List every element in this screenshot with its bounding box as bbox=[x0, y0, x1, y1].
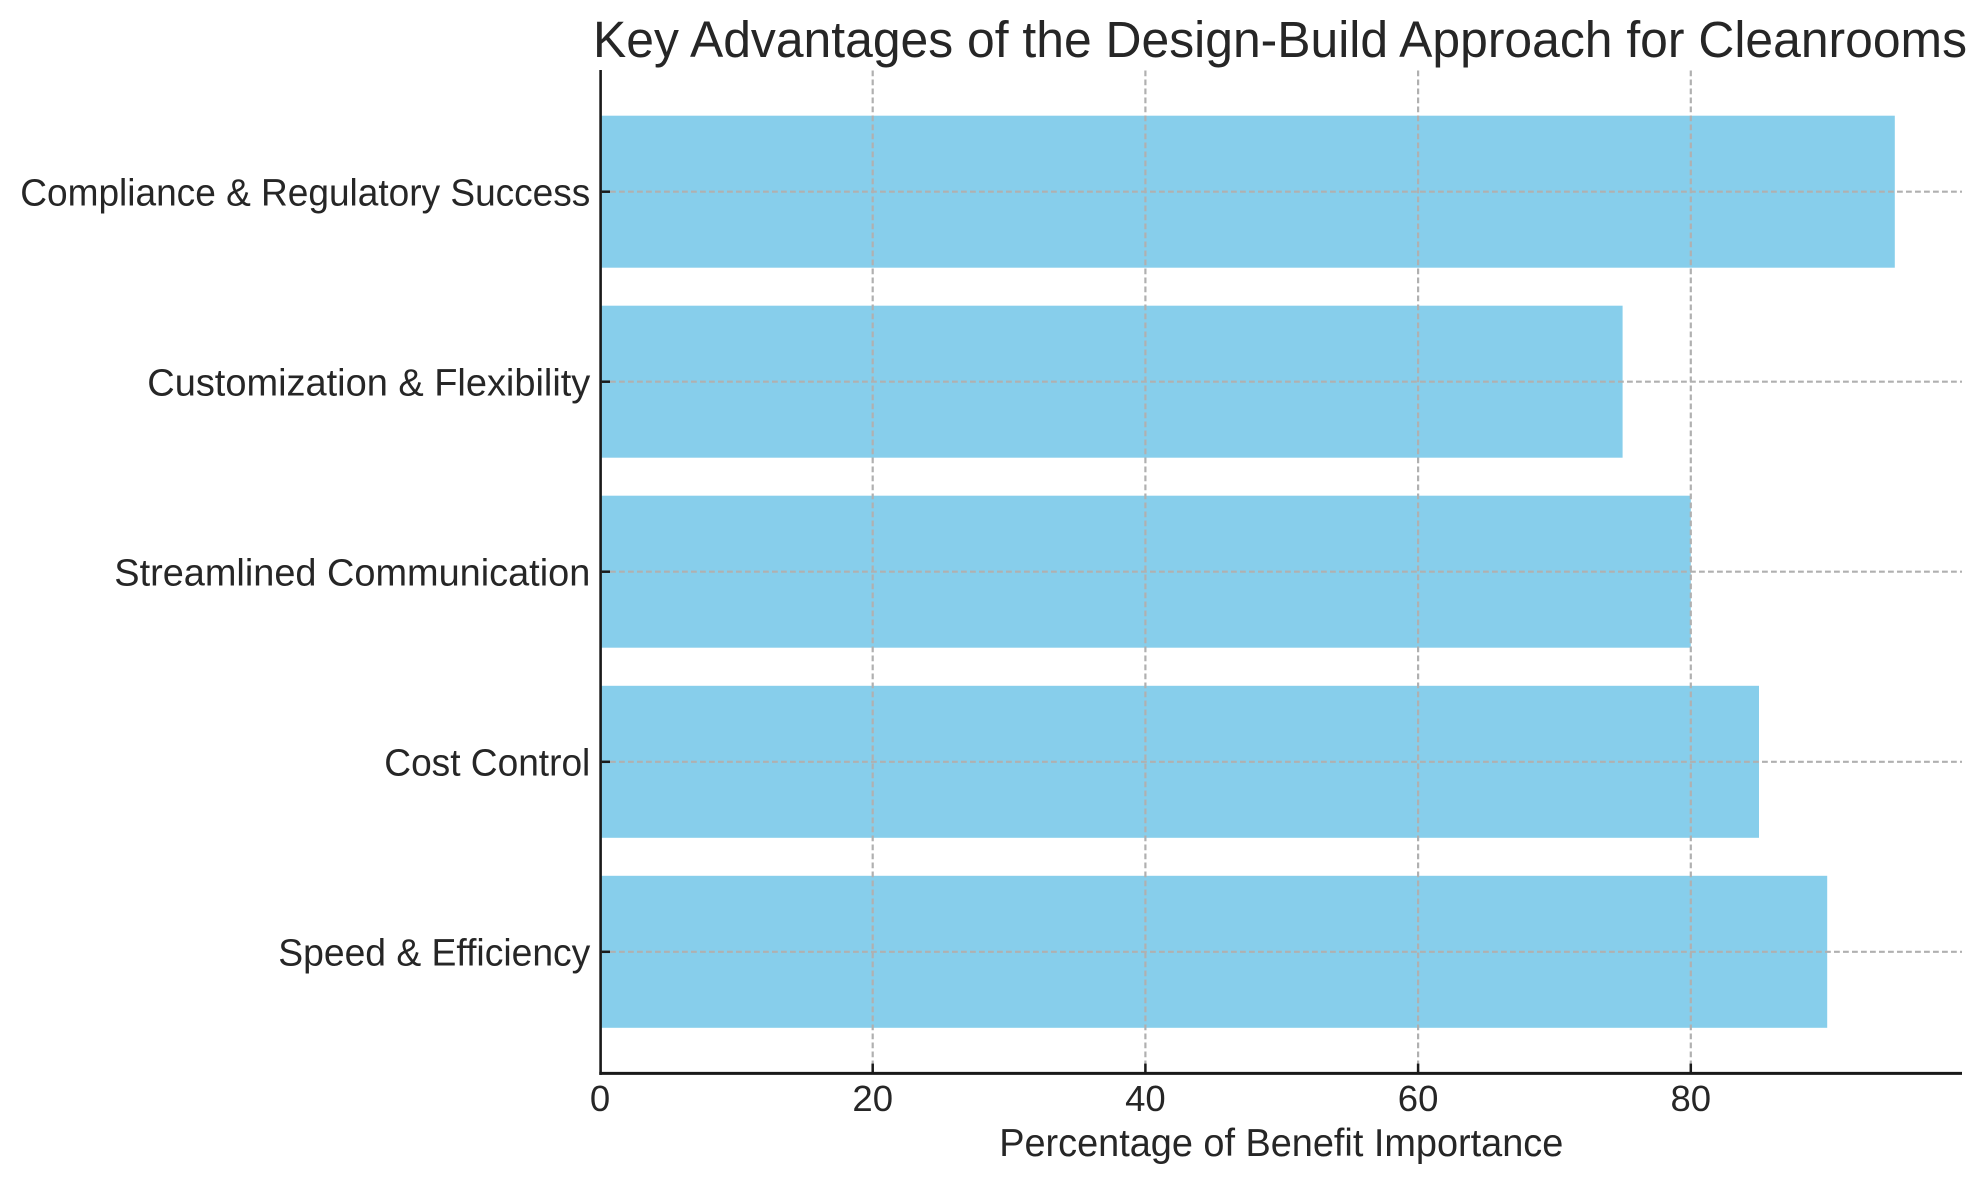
svg-text:20: 20 bbox=[852, 1078, 893, 1119]
svg-text:Cost Control: Cost Control bbox=[384, 742, 590, 785]
svg-text:40: 40 bbox=[1125, 1078, 1166, 1119]
svg-text:60: 60 bbox=[1398, 1078, 1439, 1119]
svg-text:Compliance & Regulatory Succes: Compliance & Regulatory Success bbox=[20, 172, 590, 215]
svg-text:Customization & Flexibility: Customization & Flexibility bbox=[147, 362, 591, 405]
svg-text:Key Advantages of the Design-B: Key Advantages of the Design-Build Appro… bbox=[593, 11, 1967, 68]
svg-text:Percentage of Benefit Importan: Percentage of Benefit Importance bbox=[999, 1122, 1563, 1165]
svg-text:Streamlined Communication: Streamlined Communication bbox=[114, 552, 590, 595]
svg-text:Speed & Efficiency: Speed & Efficiency bbox=[278, 932, 591, 975]
svg-text:0: 0 bbox=[590, 1078, 610, 1119]
svg-text:80: 80 bbox=[1670, 1078, 1711, 1119]
